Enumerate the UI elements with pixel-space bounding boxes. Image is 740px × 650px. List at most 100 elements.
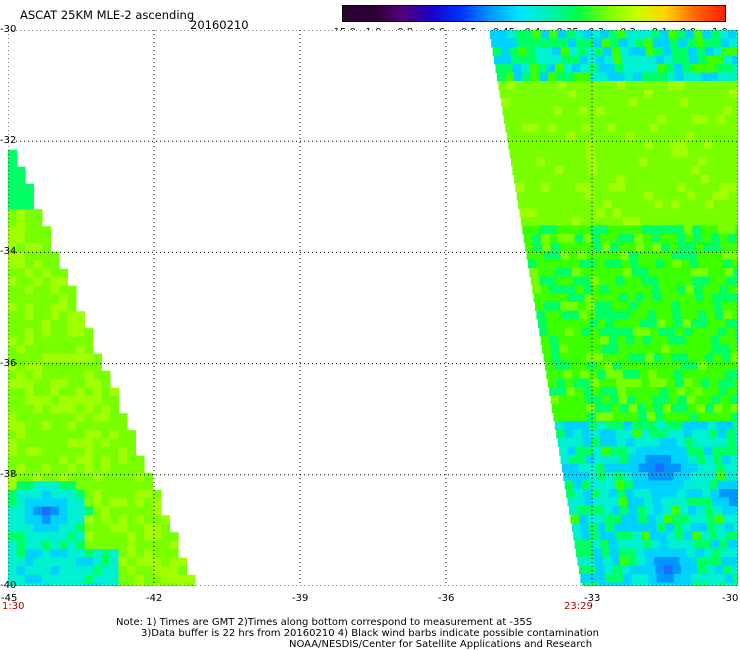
swath-cell bbox=[118, 413, 128, 423]
swath-cell bbox=[690, 523, 700, 532]
swath-cell bbox=[709, 480, 719, 490]
swath-cell bbox=[101, 540, 111, 550]
swath-cell bbox=[508, 38, 518, 48]
swath-cell bbox=[702, 540, 712, 549]
swath-cell bbox=[652, 191, 662, 201]
swath-cell bbox=[59, 574, 68, 584]
swath-cell bbox=[110, 438, 119, 448]
swath-cell bbox=[25, 481, 34, 491]
swath-cell bbox=[611, 251, 621, 260]
swath-cell bbox=[703, 497, 713, 507]
swath-cell bbox=[59, 311, 68, 321]
swath-cell bbox=[561, 361, 571, 371]
swath-cell bbox=[630, 157, 639, 167]
swath-cell bbox=[682, 523, 692, 532]
swath-cell bbox=[708, 64, 717, 73]
swath-cell bbox=[562, 106, 571, 116]
swath-cell bbox=[658, 327, 668, 337]
swath-cell bbox=[84, 523, 94, 533]
swath-cell bbox=[567, 38, 577, 48]
swath-cell bbox=[535, 149, 545, 158]
swath-cell bbox=[569, 98, 579, 107]
swath-cell bbox=[703, 38, 713, 48]
swath-cell bbox=[76, 532, 85, 542]
swath-cell bbox=[543, 251, 553, 260]
swath-cell bbox=[722, 302, 731, 311]
swath-cell bbox=[727, 30, 737, 39]
swath-cell bbox=[638, 361, 648, 371]
swath-cell bbox=[101, 498, 111, 508]
swath-cell bbox=[25, 336, 34, 346]
swath-cell bbox=[588, 574, 598, 583]
swath-cell bbox=[717, 378, 727, 388]
swath-cell bbox=[715, 55, 724, 65]
swath-cell bbox=[648, 217, 658, 226]
swath-cell bbox=[628, 506, 638, 515]
swath-cell bbox=[631, 115, 641, 124]
swath-cell bbox=[8, 447, 17, 457]
swath-cell bbox=[736, 438, 738, 447]
gridlines bbox=[8, 30, 738, 586]
swath-cell bbox=[67, 515, 77, 525]
swath-cell bbox=[733, 574, 738, 583]
swath-cell bbox=[583, 336, 593, 345]
swath-cell bbox=[76, 523, 85, 533]
swath-cell bbox=[590, 72, 600, 82]
swath-cell bbox=[76, 481, 85, 491]
swath-cell bbox=[588, 319, 598, 328]
swath-cell bbox=[84, 489, 94, 499]
swath-cell bbox=[631, 421, 641, 430]
swath-cell bbox=[553, 412, 563, 422]
swath-cell bbox=[700, 174, 710, 184]
swath-cell bbox=[547, 72, 557, 82]
swath-cell bbox=[583, 234, 593, 243]
swath-cell bbox=[702, 489, 712, 498]
swath-cell bbox=[631, 574, 641, 583]
swath-cell bbox=[563, 370, 573, 379]
swath-cell bbox=[539, 174, 549, 184]
swath-cell bbox=[560, 353, 570, 362]
swath-cell bbox=[723, 565, 733, 575]
swath-cell bbox=[525, 191, 535, 201]
swath-cell bbox=[683, 429, 693, 439]
swath-cell bbox=[42, 404, 51, 414]
swath-cell bbox=[522, 123, 532, 133]
swath-cell bbox=[617, 234, 627, 243]
swath-cell bbox=[631, 523, 641, 532]
swath-cell bbox=[542, 242, 552, 252]
swath-cell bbox=[717, 174, 727, 184]
swath-cell bbox=[152, 532, 162, 542]
swath-cell bbox=[726, 429, 736, 439]
swath-cell bbox=[549, 132, 559, 141]
swath-cell bbox=[560, 302, 570, 311]
swath-cell bbox=[598, 429, 608, 439]
swath-cell bbox=[110, 430, 119, 440]
swath-cell bbox=[588, 370, 598, 379]
swath-cell bbox=[729, 446, 738, 456]
swath-cell bbox=[731, 565, 738, 575]
swath-cell bbox=[593, 242, 603, 252]
swath-cell bbox=[25, 540, 34, 550]
swath-cell bbox=[699, 115, 709, 124]
swath-cell bbox=[537, 217, 547, 226]
swath-cell bbox=[549, 183, 559, 192]
swath-cell bbox=[110, 404, 119, 414]
swath-cell bbox=[566, 132, 576, 141]
swath-cell bbox=[685, 132, 695, 141]
swath-cell bbox=[8, 506, 17, 516]
swath-cell bbox=[576, 344, 586, 354]
swath-cell bbox=[33, 532, 43, 542]
swath-cell bbox=[729, 89, 738, 99]
swath-cell bbox=[613, 55, 622, 65]
swath-cell bbox=[671, 455, 680, 464]
swath-cell bbox=[543, 200, 553, 209]
swath-cell bbox=[16, 387, 26, 397]
swath-cell bbox=[587, 208, 597, 218]
swath-cell bbox=[726, 327, 736, 337]
swath-cell bbox=[620, 47, 630, 56]
swath-cell bbox=[659, 30, 669, 39]
swath-cell bbox=[666, 531, 676, 541]
swath-cell bbox=[731, 361, 738, 371]
swath-cell bbox=[700, 378, 710, 388]
swath-cell bbox=[584, 395, 594, 405]
